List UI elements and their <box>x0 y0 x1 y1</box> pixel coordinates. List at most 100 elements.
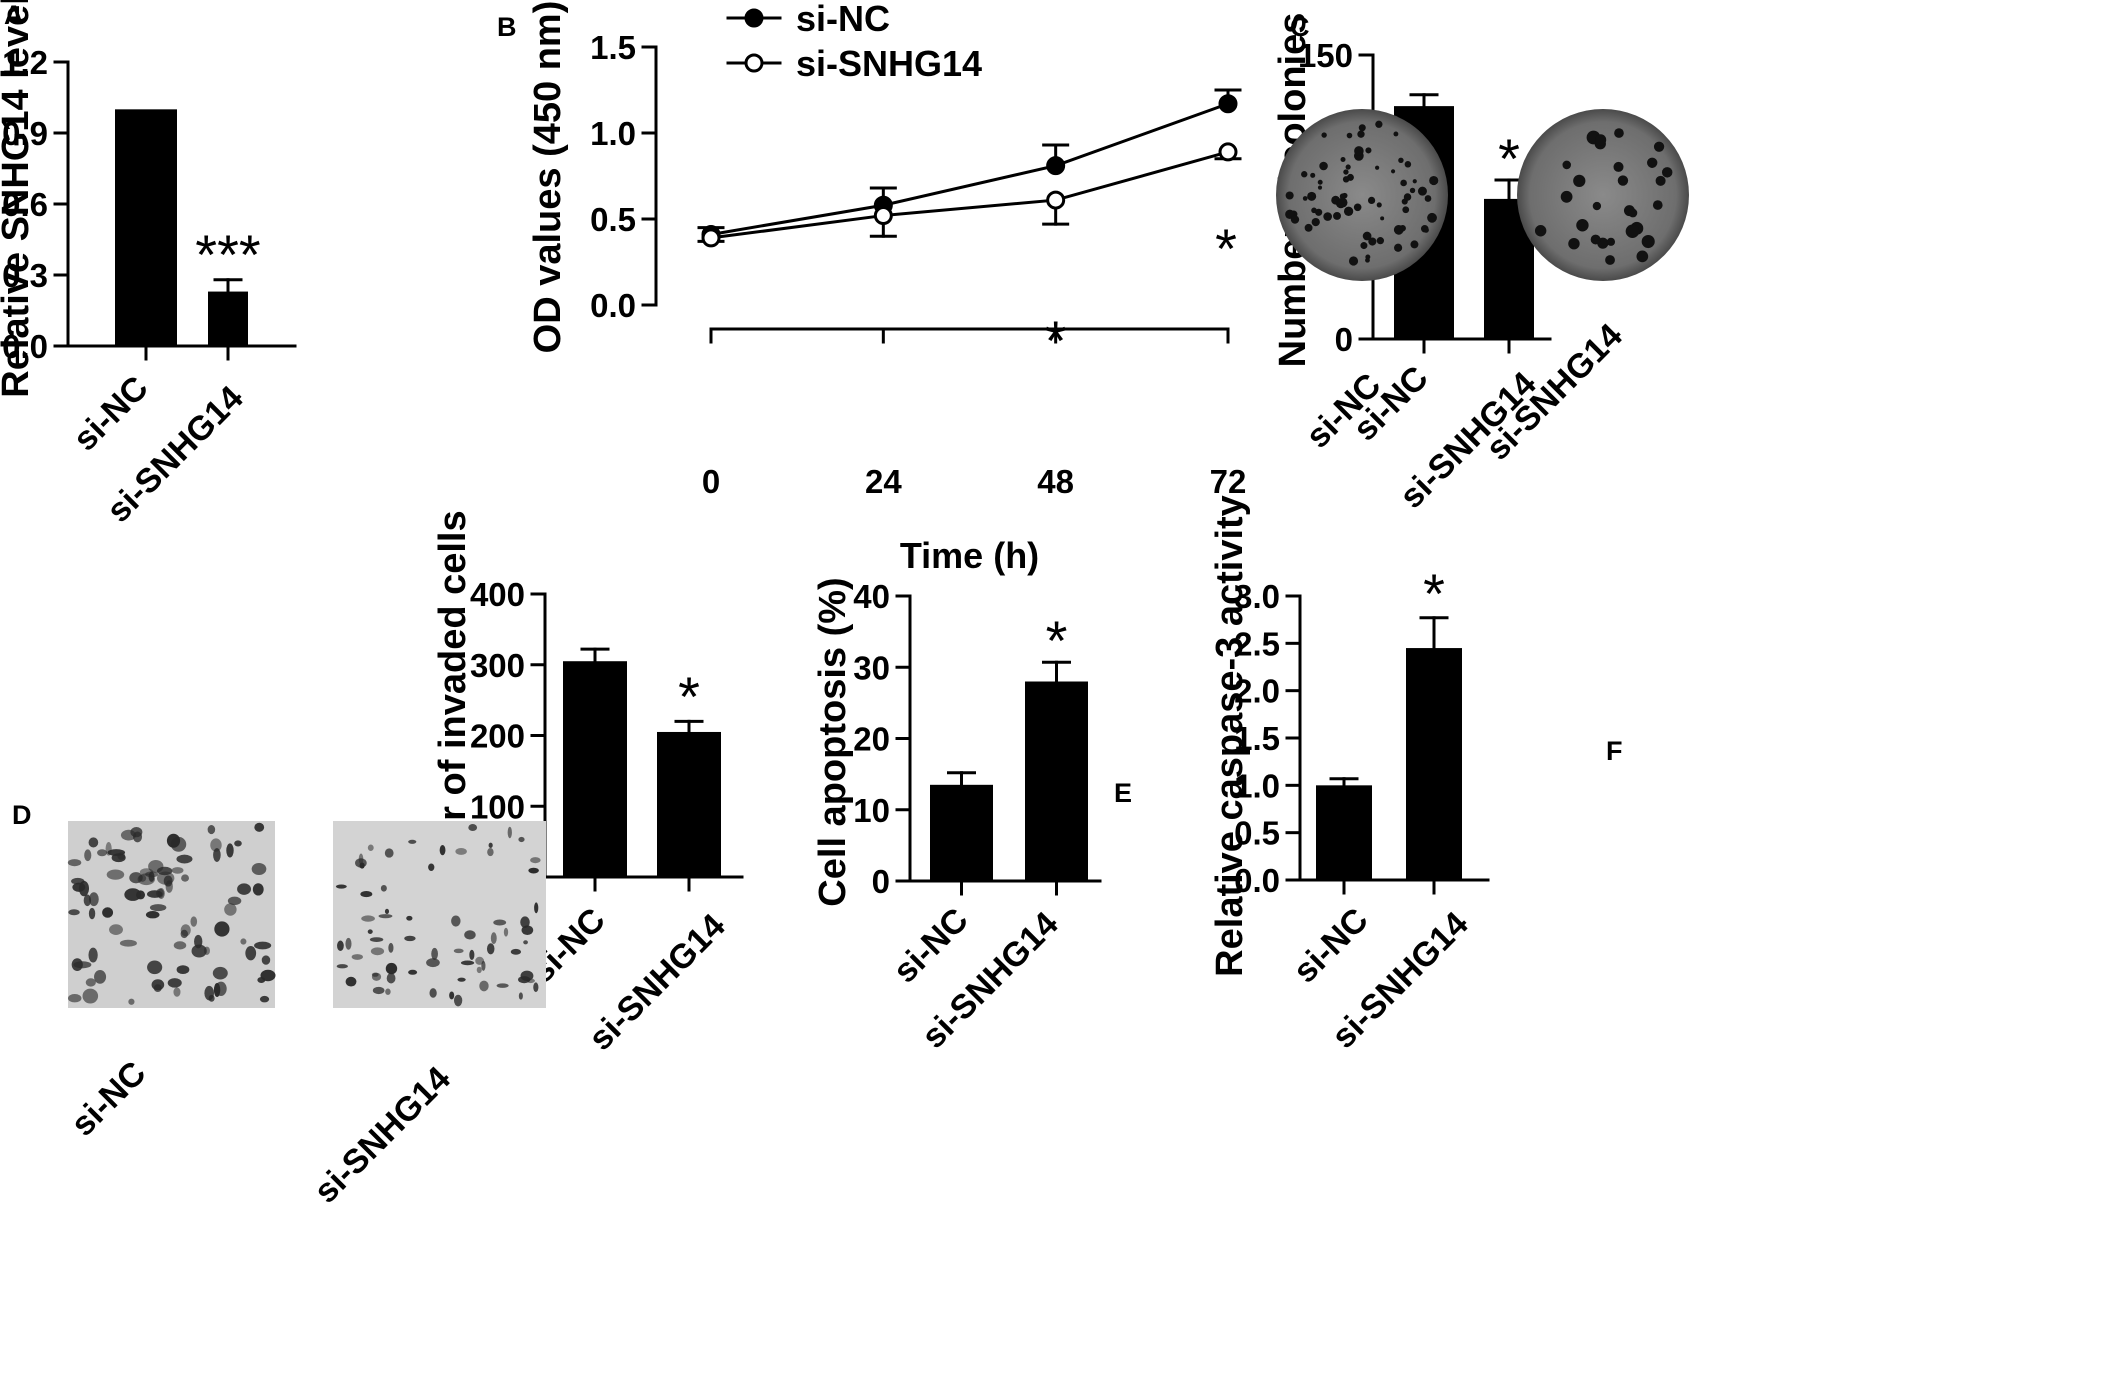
invaded-cell <box>176 965 190 975</box>
colony-dot <box>1375 165 1380 170</box>
colony-dot <box>1409 187 1416 194</box>
colony-dot <box>1360 242 1368 250</box>
invasion-image-si-nc <box>67 821 276 1008</box>
invaded-cell <box>245 945 257 961</box>
panel-b-x-tick-label: 24 <box>865 463 902 500</box>
colony-dot <box>1412 179 1417 184</box>
invaded-cell <box>73 961 92 969</box>
panel-b-point-2-4 <box>1218 142 1238 162</box>
panel-f-y-tick-label: 1.5 <box>1234 720 1280 757</box>
panel-d-bar-1 <box>563 661 627 877</box>
invaded-cell <box>488 842 493 848</box>
colony-dot <box>1346 132 1353 139</box>
colony-dot <box>1424 195 1432 202</box>
invaded-cell <box>170 836 187 852</box>
panel-f-y-tick-label: 1.0 <box>1234 767 1280 804</box>
invaded-cell <box>82 988 99 1004</box>
panel-b-x-tick-label: 0 <box>702 463 720 500</box>
invaded-cell <box>385 962 398 975</box>
invaded-cell <box>408 969 418 975</box>
invaded-cell <box>533 982 539 993</box>
panel-f-y-tick-label: 3.0 <box>1234 578 1280 615</box>
invaded-cell <box>102 907 114 918</box>
invaded-cell <box>97 849 108 857</box>
invaded-cell <box>490 932 497 945</box>
invaded-cell <box>476 966 482 974</box>
panel-e-y-tick-label: 20 <box>853 721 890 758</box>
invaded-cell <box>180 929 189 939</box>
invaded-cell <box>371 972 382 981</box>
invaded-cell <box>367 929 373 934</box>
colony-dot <box>1655 175 1666 186</box>
invaded-cell <box>404 935 416 942</box>
invaded-cell <box>367 844 374 852</box>
panel-b-point-2-2 <box>873 206 893 226</box>
colony-dot <box>1427 212 1437 223</box>
invaded-cell <box>337 940 344 952</box>
invaded-cell <box>145 911 160 919</box>
invaded-cell <box>370 947 385 956</box>
panel-c-y-tick-label: 0 <box>1335 321 1353 358</box>
invaded-cell <box>384 848 394 858</box>
invaded-cell <box>469 949 475 960</box>
colony-dot <box>1661 167 1673 178</box>
invaded-cell <box>380 884 387 892</box>
colony-dot <box>1398 157 1404 164</box>
panel-f-y-tick-label: 0.5 <box>1234 815 1280 852</box>
colony-dot <box>1343 169 1349 175</box>
invaded-cell <box>361 915 375 922</box>
panel-b-series-line-1 <box>710 102 1229 236</box>
panel-label-d: D <box>12 800 32 830</box>
panel-b-x-axis-label: Time (h) <box>900 535 1039 576</box>
invaded-cell <box>406 915 413 921</box>
colony-dot <box>1576 219 1589 232</box>
invaded-cell <box>336 964 348 969</box>
invaded-cell <box>129 872 143 884</box>
colony-dot <box>1625 224 1640 239</box>
panel-f-chart: 0.00.51.01.52.02.53.0si-NCsi-SNHG14*Rela… <box>1209 495 1490 1056</box>
colony-dot <box>1307 191 1317 201</box>
colony-dot <box>1301 171 1308 178</box>
invaded-cell <box>173 987 181 997</box>
colony-dot <box>1403 193 1412 201</box>
colony-dot <box>1568 237 1580 250</box>
invaded-cell <box>139 868 154 876</box>
invaded-cell <box>493 919 507 926</box>
invaded-cell <box>260 969 276 982</box>
panel-b-legend-marker-2 <box>744 53 764 73</box>
colony-dot <box>1560 190 1573 203</box>
panel-b-significance: * <box>1045 309 1067 372</box>
panel-d-y-tick-label: 100 <box>470 788 525 825</box>
invaded-cell <box>208 994 215 1002</box>
invaded-cell <box>261 955 271 965</box>
panel-b-y-tick-label: 0.0 <box>590 287 636 324</box>
colony-dot <box>1534 225 1547 237</box>
invaded-cell <box>67 859 82 867</box>
colony-dot <box>1365 257 1370 263</box>
colony-dot <box>1393 131 1399 137</box>
colony-dot <box>1368 237 1377 246</box>
colony-dot <box>1595 134 1607 146</box>
invaded-cell <box>479 980 489 992</box>
colony-dot <box>1590 234 1601 245</box>
invaded-cell <box>88 947 98 963</box>
invaded-cell <box>124 888 142 901</box>
colony-dot <box>1358 124 1366 132</box>
panel-e-category-label-1: si-NC <box>886 901 976 991</box>
panel-e-bar-1 <box>930 784 993 881</box>
colony-dot <box>1304 223 1313 232</box>
colony-dot <box>1394 243 1403 252</box>
invaded-cell <box>408 839 417 844</box>
colony-dot <box>1376 237 1385 245</box>
panel-a-y-tick-label: 0.0 <box>2 328 48 365</box>
invaded-cell <box>449 991 455 1000</box>
colony-dot <box>1333 211 1341 220</box>
invaded-cell <box>237 883 252 895</box>
panel-label-b: B <box>497 12 517 42</box>
invaded-cell <box>429 988 437 998</box>
colony-dot <box>1605 255 1615 265</box>
colony-dot <box>1410 240 1419 249</box>
panel-a-significance-2: *** <box>195 223 260 286</box>
colony-dot <box>1321 132 1327 138</box>
